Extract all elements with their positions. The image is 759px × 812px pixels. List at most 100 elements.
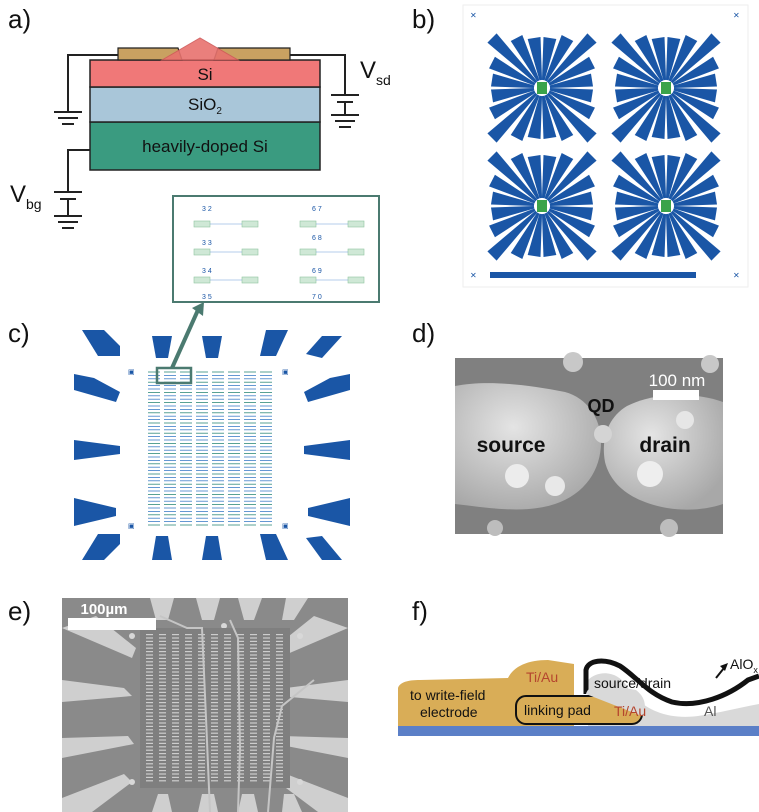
bonding-pad [304,374,350,402]
sem-array-device [224,681,231,683]
sem-array-device [159,674,166,676]
device-center-pad [537,200,547,212]
sem-array-device [172,712,179,714]
sem-array-device [172,674,179,676]
sem-array-device [211,732,218,734]
sem-array-device [172,770,179,772]
fanout-device-4 [611,151,721,261]
fanout-lead [544,153,574,200]
panel-label-a: a) [8,4,32,34]
panel-label-e: e) [8,596,32,626]
fanout-device-3 [487,151,597,261]
tiau-bottom-label: Ti/Au [614,703,646,719]
bonding-pad [260,534,288,560]
fanout-lead [541,36,557,81]
fanout-lead [544,94,574,141]
sem-array-device [250,705,257,707]
sem-array-device [250,651,257,653]
sem-array-device [198,749,205,751]
sem-array-device [237,712,244,714]
sem-array-device [146,634,153,636]
sem-array-device [172,657,179,659]
sem-array-device [263,780,270,782]
sem-array-device [237,671,244,673]
fanout-lead [548,174,595,204]
sem-array-device [172,776,179,778]
sem-array-device [198,773,205,775]
sem-array-device [159,725,166,727]
fanout-lead [487,92,538,143]
svg-text:6 7: 6 7 [312,206,322,213]
sem-array-device [250,674,257,676]
sem-array-device [211,753,218,755]
sem-array-device [172,640,179,642]
sem-array-device [198,654,205,656]
sem-bonding-pad [278,680,348,702]
sem-array-device [198,742,205,744]
sem-array-device [172,705,179,707]
sem-array-device [263,729,270,731]
sem-array-device [159,749,166,751]
sem-array-device [263,657,270,659]
sem-array-device [172,651,179,653]
sem-array-device [224,651,231,653]
sem-array-device [237,661,244,663]
sem-array-device [224,671,231,673]
sem-array-device [250,746,257,748]
bonding-pad [260,330,288,356]
bonding-pad [202,536,222,560]
sem-array-device [237,644,244,646]
sem-array-device [276,681,283,683]
fanout-lead [527,95,543,140]
sem-array-device [172,661,179,663]
sem-array-device [185,678,192,680]
sem-array-device [276,637,283,639]
sem-array-device [211,691,218,693]
sem-array-device [198,753,205,755]
sem-array-device [276,770,283,772]
sem-array-device [172,698,179,700]
sem-array-device [263,647,270,649]
sem-array-device [250,766,257,768]
sem-array-device [237,651,244,653]
sem-array-device [198,688,205,690]
sem-array-device [172,756,179,758]
sem-array-device [198,715,205,717]
sem-array-device [185,651,192,653]
sem-array-device [159,651,166,653]
sem-array-device [211,634,218,636]
sem-array-device [159,742,166,744]
bonding-pad [74,498,116,526]
sem-array-device [211,739,218,741]
sem-array-device [250,722,257,724]
sem-array-device [172,773,179,775]
svg-text:7 0: 7 0 [312,294,322,301]
sem-array-device [276,698,283,700]
sem-array-device [276,678,283,680]
svg-text:✕: ✕ [470,11,477,20]
sem-array-device [198,698,205,700]
sem-array-device [250,742,257,744]
inset-left-labels: 3 2 3 3 3 4 3 5 [202,206,212,301]
sem-array-device [224,678,231,680]
sem-array-device [224,688,231,690]
sem-array-device [263,712,270,714]
sem-array-device [263,688,270,690]
sem-array-device [146,661,153,663]
fanout-lead [651,154,667,199]
sem-array-device [224,729,231,731]
ground-symbol-source [54,111,82,125]
doped-si-label: heavily-doped Si [142,137,268,156]
sem-array-device [211,657,218,659]
sem-image-chip: 100µm [62,598,348,812]
sem-array-device [263,681,270,683]
sem-alignment-mark [297,633,303,639]
fanout-lead [527,213,543,258]
sem-array-device [250,719,257,721]
backgate-wire [67,149,90,192]
sem-array-device [276,773,283,775]
fanout-lead [611,33,662,84]
sem-array-device [198,674,205,676]
fanout-lead [546,92,597,143]
sem-array-device [224,644,231,646]
